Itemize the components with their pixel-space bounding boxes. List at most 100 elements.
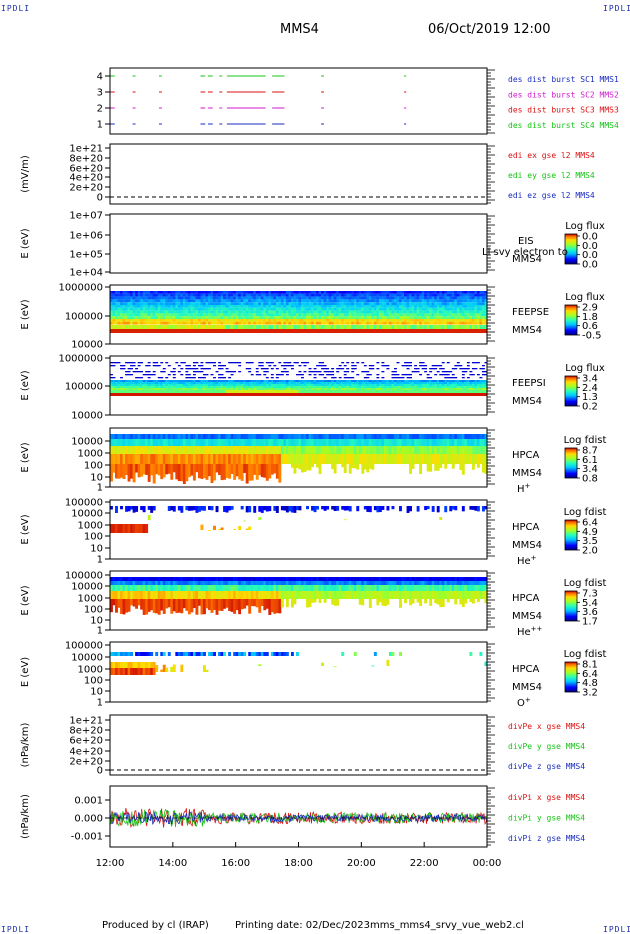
heatmap-cell bbox=[444, 302, 448, 305]
heatmap-cell bbox=[263, 374, 267, 376]
heatmap-cell bbox=[461, 299, 465, 303]
heatmap-cell bbox=[228, 388, 232, 390]
heatmap-cell bbox=[419, 386, 423, 388]
heatmap-cell bbox=[293, 386, 297, 388]
heatmap-cell bbox=[258, 293, 262, 297]
heatmap-cell bbox=[368, 446, 372, 454]
heatmap-cell bbox=[371, 310, 375, 314]
heatmap-cell bbox=[391, 446, 395, 454]
heatmap-cell bbox=[210, 390, 214, 393]
heatmap-cell bbox=[301, 388, 304, 390]
heatmap-cell bbox=[162, 386, 166, 388]
heatmap-cell bbox=[401, 302, 405, 305]
heatmap-cell bbox=[268, 434, 272, 439]
heatmap-cell bbox=[321, 302, 325, 305]
heatmap-cell bbox=[476, 384, 480, 386]
heatmap-cell bbox=[368, 293, 372, 297]
heatmap-cell bbox=[125, 293, 128, 297]
heatmap-cell bbox=[343, 321, 347, 325]
heatmap-cell bbox=[388, 329, 392, 333]
heatmap-cell bbox=[401, 299, 405, 303]
heatmap-cell bbox=[388, 307, 392, 311]
heatmap-cell bbox=[245, 296, 249, 300]
heatmap-cell bbox=[348, 325, 352, 329]
heatmap-cell bbox=[285, 382, 289, 384]
heatmap-cell bbox=[346, 390, 350, 393]
heatmap-cell bbox=[265, 310, 269, 314]
heatmap-cell bbox=[323, 393, 327, 396]
heatmap-cell bbox=[361, 382, 365, 384]
heatmap-cell bbox=[270, 377, 274, 379]
legend-entry: edi ey gse l2 MMS4 bbox=[508, 171, 595, 180]
heatmap-cell bbox=[371, 365, 375, 367]
heatmap-cell bbox=[200, 390, 204, 393]
heatmap-cell bbox=[298, 291, 302, 294]
heatmap-cell bbox=[388, 382, 392, 384]
heatmap-cell bbox=[459, 464, 463, 471]
heatmap-cell bbox=[185, 316, 189, 319]
heatmap-cell bbox=[273, 464, 277, 474]
heatmap-cell bbox=[358, 305, 362, 308]
heatmap-cell bbox=[414, 296, 418, 300]
heatmap-cell bbox=[326, 388, 330, 390]
heatmap-cell bbox=[233, 454, 237, 464]
heatmap-cell bbox=[421, 296, 425, 300]
heatmap-cell bbox=[429, 446, 433, 454]
heatmap-cell bbox=[150, 506, 154, 513]
heatmap-cell bbox=[125, 313, 128, 317]
heatmap-cell bbox=[449, 305, 453, 308]
heatmap-cell bbox=[444, 293, 448, 297]
heatmap-cell bbox=[285, 321, 289, 325]
heatmap-cell bbox=[298, 388, 302, 390]
heatmap-cell bbox=[381, 506, 385, 510]
heatmap-cell bbox=[388, 386, 392, 388]
heatmap-cell bbox=[167, 454, 171, 464]
heatmap-cell bbox=[120, 382, 123, 384]
heatmap-cell bbox=[147, 454, 151, 464]
heatmap-cell bbox=[278, 386, 282, 388]
heatmap-cell bbox=[326, 310, 330, 314]
heatmap-cell bbox=[142, 585, 146, 591]
heatmap-cell bbox=[185, 325, 189, 329]
heatmap-cell bbox=[363, 434, 367, 439]
heatmap-cell bbox=[301, 454, 304, 464]
heatmap-cell bbox=[328, 321, 332, 325]
heatmap-cell bbox=[230, 388, 234, 390]
heatmap-cell bbox=[288, 302, 292, 305]
heatmap-cell bbox=[160, 446, 164, 454]
heatmap-cell bbox=[250, 316, 254, 319]
heatmap-cell bbox=[366, 319, 370, 322]
heatmap-cell bbox=[235, 382, 239, 384]
heatmap-cell bbox=[192, 374, 196, 376]
heatmap-cell bbox=[351, 316, 355, 319]
heatmap-cell bbox=[434, 307, 438, 311]
heatmap-cell bbox=[278, 393, 282, 396]
heatmap-cell bbox=[130, 585, 134, 591]
heatmap-cell bbox=[115, 293, 118, 297]
heatmap-cell bbox=[192, 325, 196, 329]
heatmap-cell bbox=[421, 386, 425, 388]
heatmap-cell bbox=[424, 371, 428, 373]
heatmap-cell bbox=[147, 390, 151, 393]
heatmap-cell bbox=[456, 321, 460, 325]
heatmap-cell bbox=[461, 291, 465, 294]
heatmap-cell bbox=[426, 299, 430, 303]
heatmap-cell bbox=[110, 319, 113, 322]
heatmap-cell bbox=[431, 310, 435, 314]
heatmap-cell bbox=[140, 293, 144, 297]
heatmap-cell bbox=[235, 302, 239, 305]
heatmap-cell bbox=[471, 384, 475, 386]
heatmap-cell bbox=[376, 316, 380, 319]
heatmap-cell bbox=[356, 302, 360, 305]
heatmap-cell bbox=[356, 325, 360, 329]
heatmap-cell bbox=[421, 310, 425, 314]
heatmap-cell bbox=[235, 329, 239, 333]
heatmap-cell bbox=[245, 439, 249, 446]
heatmap-cell bbox=[439, 454, 443, 464]
heatmap-cell bbox=[409, 307, 412, 311]
heatmap-cell bbox=[424, 454, 428, 464]
heatmap-cell bbox=[248, 434, 252, 439]
heatmap-cell bbox=[290, 310, 294, 314]
heatmap-cell bbox=[290, 464, 294, 468]
heatmap-cell bbox=[454, 388, 458, 390]
